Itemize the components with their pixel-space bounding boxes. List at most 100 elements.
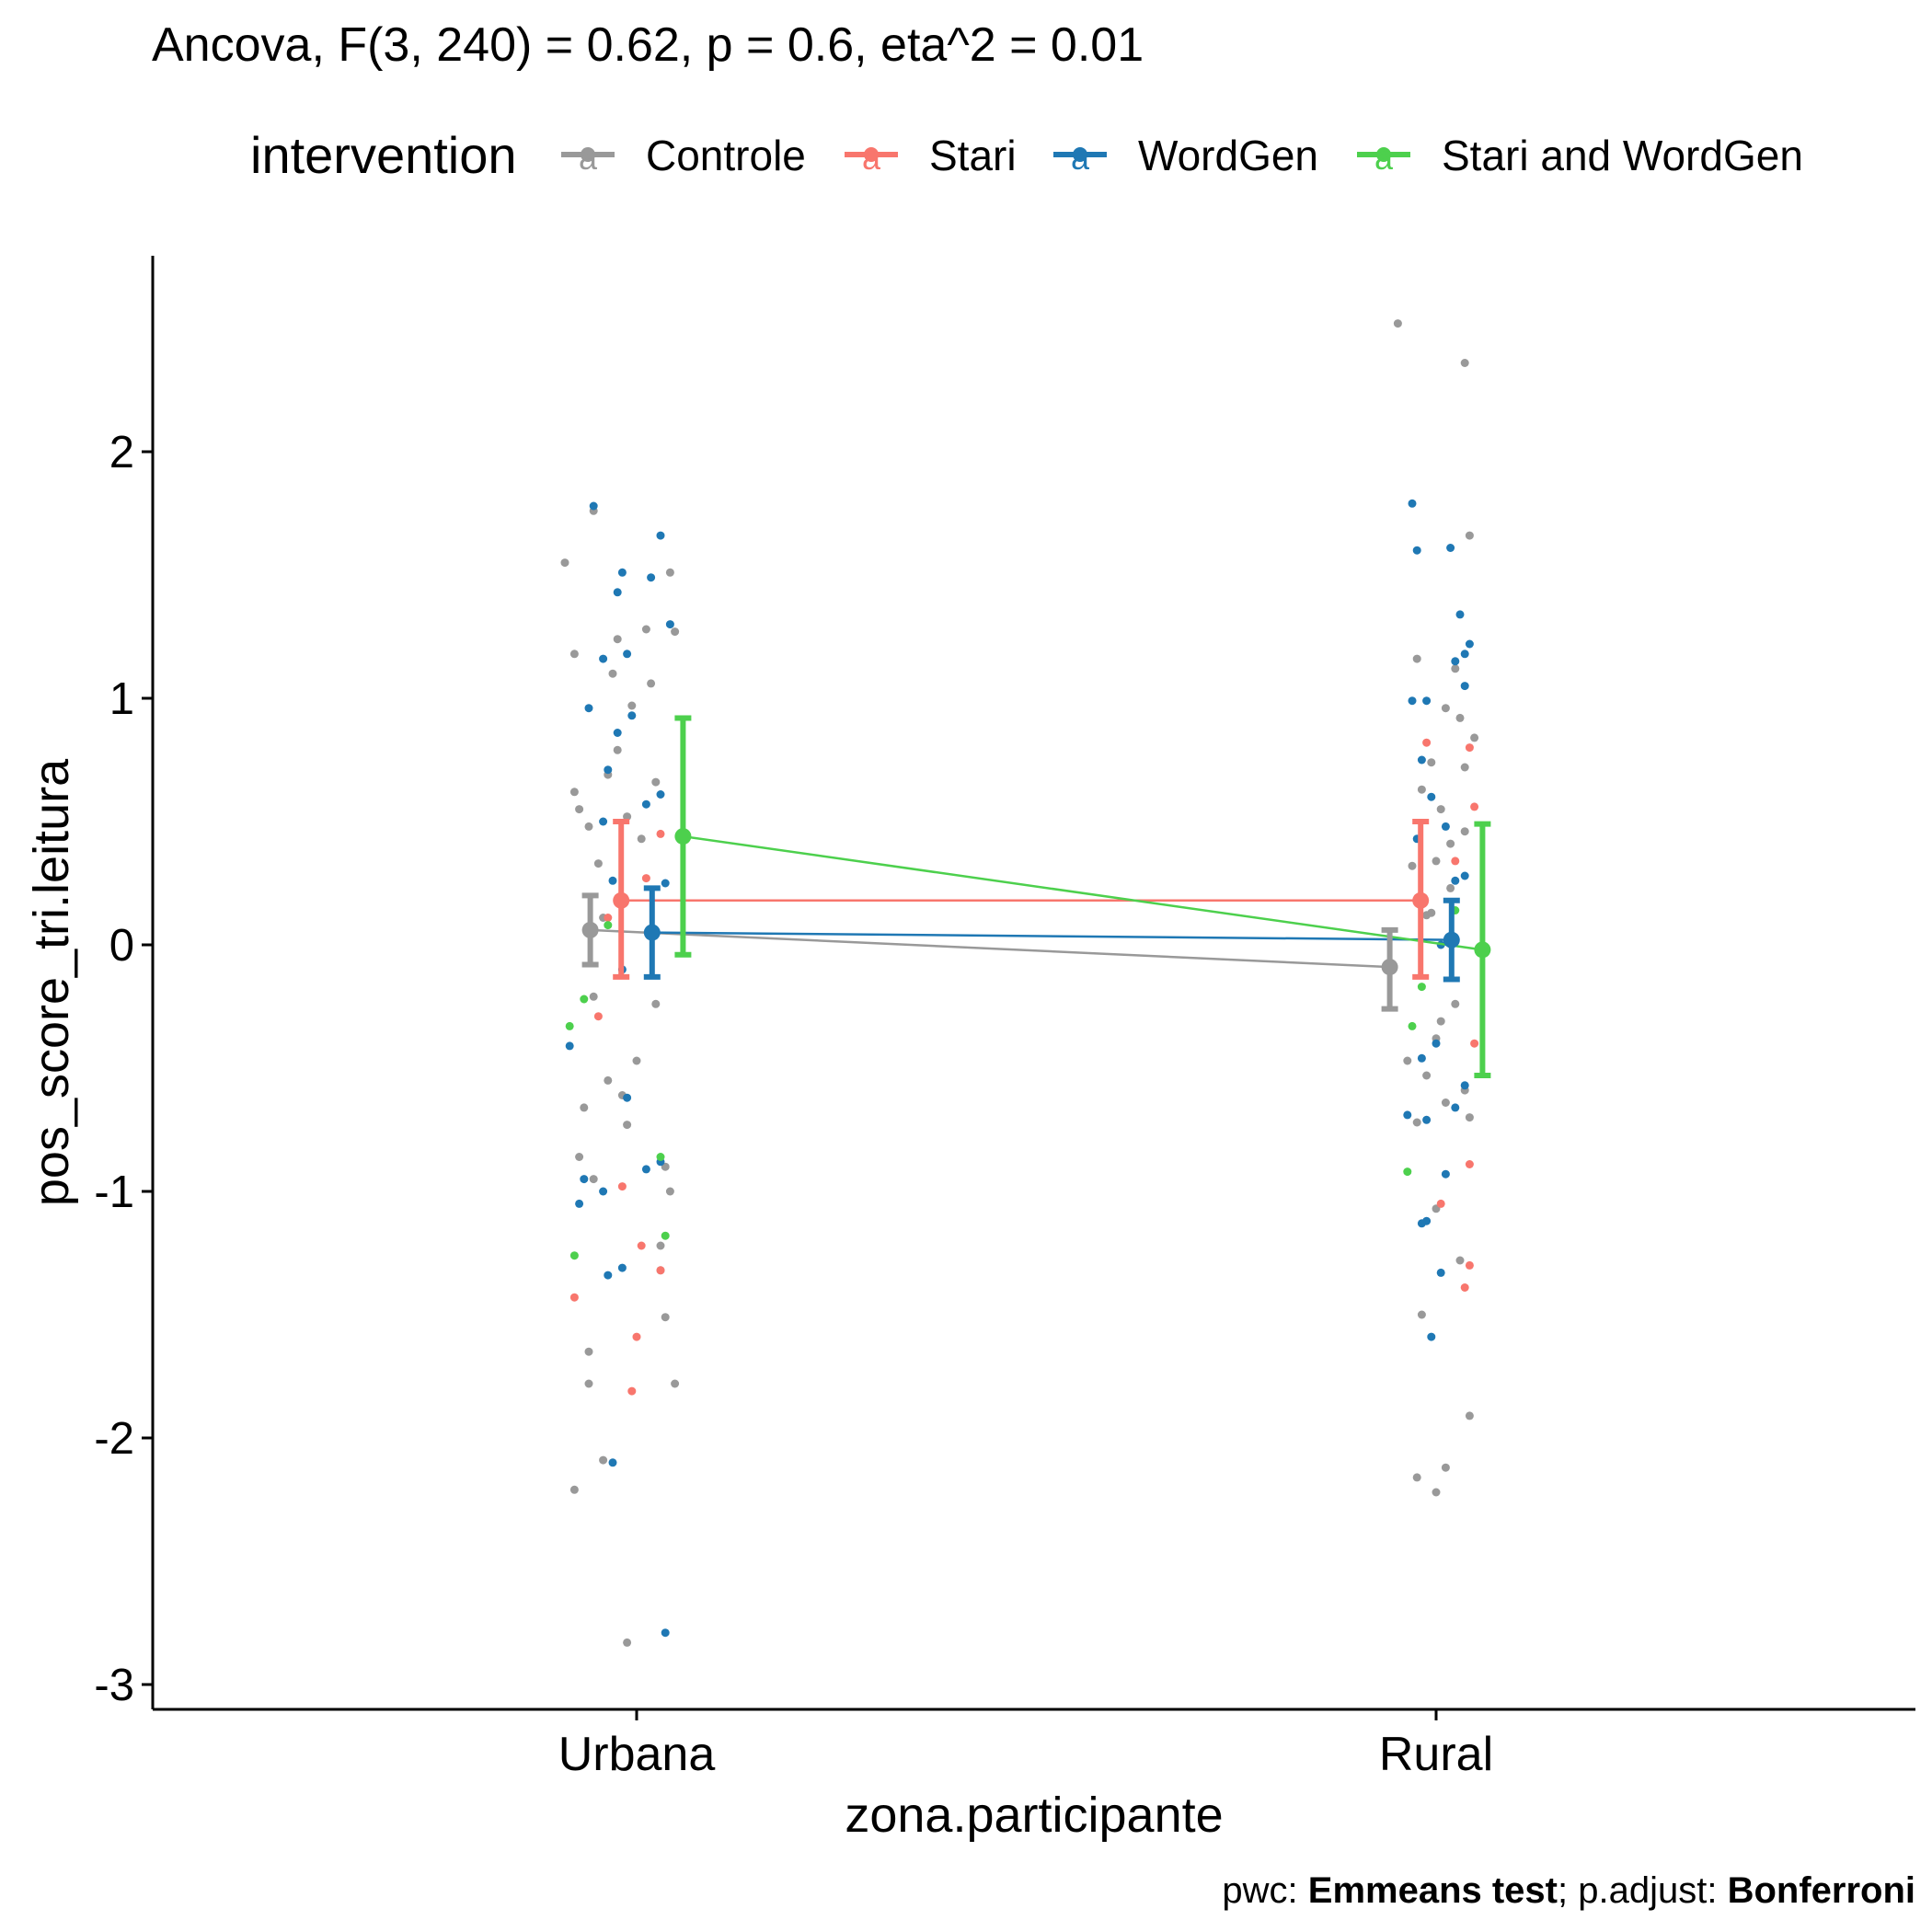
data-point — [1441, 1098, 1450, 1107]
data-point — [1412, 546, 1421, 555]
data-point — [623, 650, 632, 659]
data-point — [1465, 639, 1474, 649]
data-point — [1441, 704, 1450, 713]
data-point — [1408, 696, 1417, 706]
mean-point — [643, 924, 661, 941]
plot-panel — [560, 319, 1491, 1647]
data-point — [1446, 839, 1455, 848]
data-point — [575, 1199, 584, 1208]
jitter-points — [560, 319, 1479, 1647]
data-point — [1422, 1115, 1432, 1124]
data-point — [1427, 792, 1436, 801]
mean-point — [674, 828, 692, 845]
data-point — [661, 1628, 670, 1638]
data-point — [665, 568, 674, 577]
data-point — [613, 588, 622, 597]
data-point — [1460, 682, 1469, 691]
data-point — [656, 1266, 665, 1275]
data-point — [661, 879, 670, 888]
data-point — [1432, 1488, 1441, 1497]
data-point — [569, 1293, 579, 1302]
data-point — [1432, 857, 1441, 866]
mean-lines — [590, 834, 1483, 969]
data-point — [1460, 871, 1469, 880]
data-point — [1422, 696, 1432, 706]
data-point — [599, 654, 608, 663]
y-tick-label: 2 — [109, 428, 134, 477]
data-point — [647, 679, 656, 688]
series-line — [590, 928, 1390, 969]
data-point — [599, 1455, 608, 1465]
data-point — [1427, 908, 1436, 917]
data-point — [627, 711, 637, 720]
data-point — [637, 1241, 646, 1250]
mean-point — [581, 921, 599, 938]
error-bar — [1443, 897, 1460, 983]
data-point — [627, 1386, 637, 1396]
data-point — [1451, 857, 1460, 866]
legend-key-letter: a — [579, 139, 598, 177]
data-point — [560, 558, 569, 568]
x-tick-label: Urbana — [558, 1728, 716, 1781]
data-point — [604, 914, 613, 922]
data-point — [623, 812, 632, 822]
legend-key-letter: a — [1374, 139, 1394, 177]
data-point — [1408, 1021, 1417, 1030]
data-point — [1451, 1103, 1460, 1112]
data-point — [1441, 1169, 1450, 1179]
data-point — [584, 1347, 593, 1356]
data-point — [1436, 1268, 1445, 1277]
legend-item: a Controle — [561, 132, 806, 179]
data-point — [1408, 861, 1417, 870]
data-point — [1436, 805, 1445, 814]
data-point — [604, 765, 613, 775]
data-point — [613, 635, 622, 644]
data-point — [565, 1041, 574, 1051]
error-bar — [1474, 821, 1491, 1079]
data-point — [665, 620, 674, 629]
data-point — [1417, 1310, 1426, 1319]
data-point — [584, 1379, 593, 1388]
data-point — [1465, 1411, 1474, 1420]
data-point — [589, 501, 598, 511]
data-point — [593, 1012, 603, 1021]
caption-bold-part: Emmeans test — [1308, 1870, 1558, 1911]
legend-label: Stari — [929, 132, 1017, 179]
legend: intervention a Controle a Stari a WordGen a Sta… — [250, 126, 1803, 184]
data-point — [1460, 1081, 1469, 1090]
legend-key-point — [581, 147, 595, 162]
data-point — [632, 1332, 641, 1341]
data-point — [1417, 1053, 1426, 1063]
data-point — [671, 627, 680, 637]
data-point — [1460, 763, 1469, 772]
data-point — [1455, 1256, 1465, 1265]
data-point — [1470, 1039, 1479, 1048]
data-point — [1393, 319, 1402, 328]
caption-part: ; p.adjust: — [1558, 1870, 1728, 1911]
error-bar — [581, 892, 599, 968]
data-point — [1460, 359, 1469, 367]
y-axis: -3 -2 -1 0 1 2 pos_score_tri.leitura — [24, 256, 155, 1710]
data-point — [1460, 1283, 1469, 1292]
data-point — [1417, 785, 1426, 794]
data-point — [623, 1093, 632, 1102]
data-point — [1446, 883, 1455, 892]
data-point — [1427, 758, 1436, 767]
data-point — [1412, 654, 1421, 663]
legend-key-letter: a — [862, 139, 881, 177]
data-point — [1436, 1017, 1445, 1026]
caption-part: pwc: — [1222, 1870, 1307, 1911]
data-point — [647, 573, 656, 582]
legend-key-point — [1376, 147, 1391, 162]
data-point — [1470, 802, 1479, 811]
data-point — [656, 1153, 665, 1161]
data-point — [589, 992, 598, 1001]
data-point — [1412, 1118, 1421, 1127]
error-bar — [1381, 926, 1398, 1012]
mean-point — [1474, 941, 1491, 959]
data-point — [1451, 657, 1460, 666]
data-point — [575, 805, 584, 814]
mean-point — [1412, 891, 1430, 909]
x-ticks: Urbana Rural — [558, 1709, 1493, 1781]
